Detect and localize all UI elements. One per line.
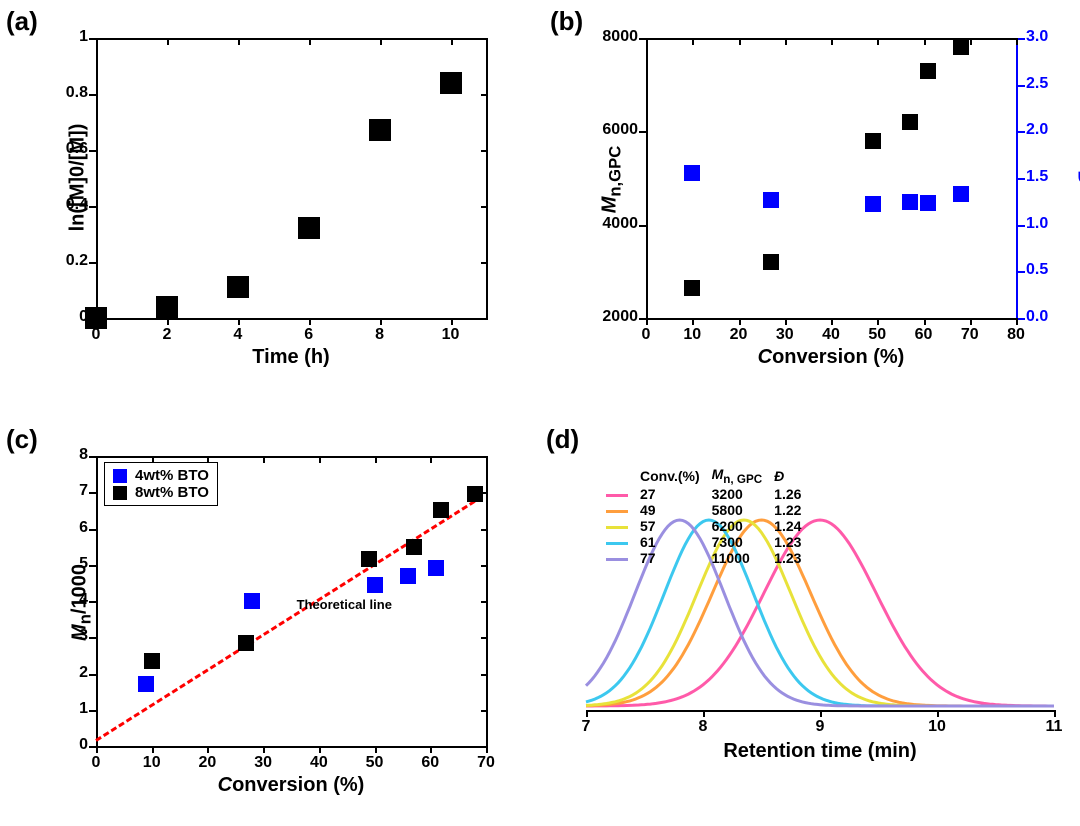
gpc-curves: [0, 0, 1080, 826]
figure-root: (a)0246810Time (h)00.20.40.60.81ln([M]0/…: [0, 0, 1080, 826]
panel-d-legend: Conv.(%)Mn, GPCĐ2732001.264958001.225762…: [600, 466, 807, 566]
